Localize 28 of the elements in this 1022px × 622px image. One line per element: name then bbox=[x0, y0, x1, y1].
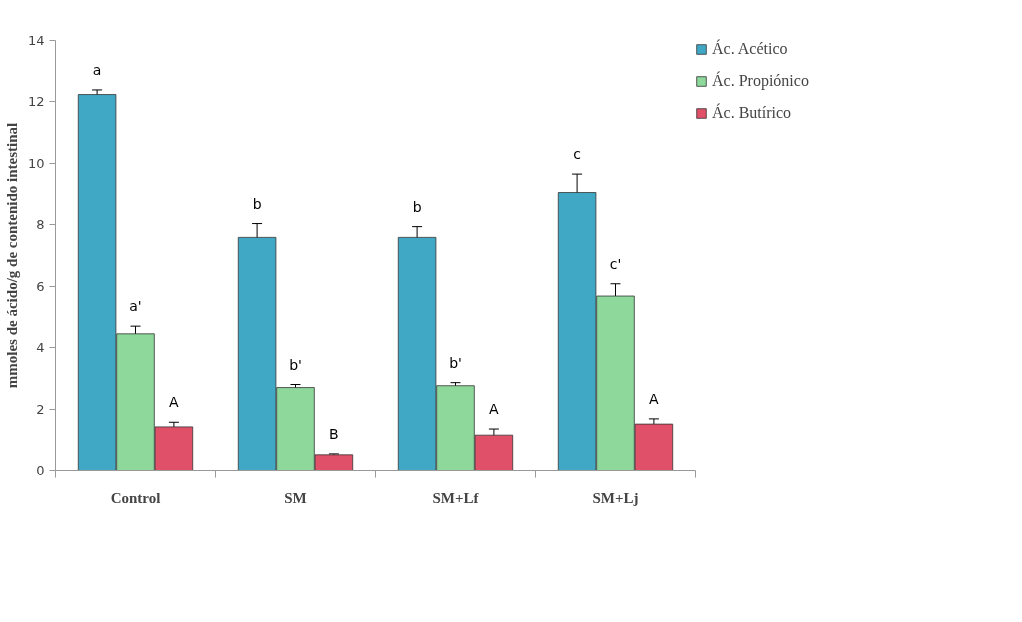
annotation: c bbox=[573, 146, 581, 163]
legend-label: Ác. Acético bbox=[712, 40, 788, 58]
y-tick-label: 6 bbox=[36, 278, 45, 294]
y-tick-label: 8 bbox=[36, 217, 45, 233]
annotation: a bbox=[92, 61, 102, 78]
y-tick-label: 14 bbox=[27, 33, 45, 48]
y-tick-label: 2 bbox=[36, 401, 45, 417]
y-tick-label: 0 bbox=[36, 463, 45, 478]
x-tick-label: SM bbox=[284, 489, 307, 506]
annotation: b bbox=[252, 195, 262, 212]
y-axis-title: mmoles de ácido/g de contenido intestinal bbox=[3, 122, 20, 389]
annotation: b' bbox=[289, 356, 302, 373]
x-tick-label: SM+Lj bbox=[592, 489, 639, 506]
annotation: A bbox=[489, 401, 500, 418]
y-tick-label: 12 bbox=[27, 94, 45, 110]
x-tick-label: Control bbox=[110, 489, 161, 506]
annotation: b bbox=[412, 198, 422, 215]
annotation: A bbox=[169, 394, 180, 411]
annotation: b' bbox=[449, 354, 462, 371]
annotation: a' bbox=[129, 298, 142, 315]
y-tick-label: 10 bbox=[27, 155, 45, 171]
annotation: A bbox=[649, 390, 660, 407]
legend-label: Ác. Butírico bbox=[712, 104, 792, 122]
legend-label: Ác. Propiónico bbox=[712, 72, 809, 90]
annotation: B bbox=[329, 425, 339, 442]
y-tick-label: 4 bbox=[36, 340, 45, 356]
annotation: c' bbox=[609, 255, 622, 272]
x-tick-label: SM+Lf bbox=[432, 489, 480, 506]
